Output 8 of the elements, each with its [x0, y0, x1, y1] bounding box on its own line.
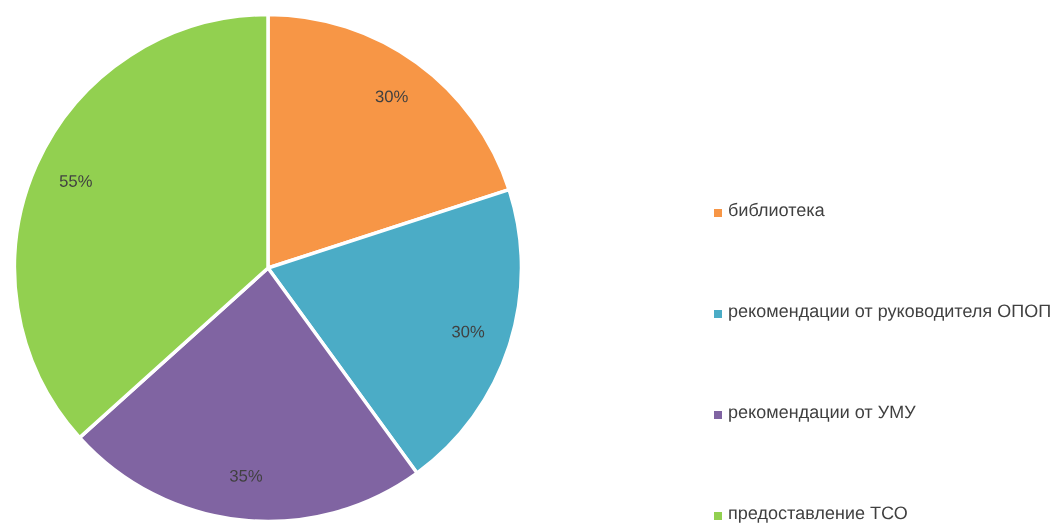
data-label: 30% [375, 90, 408, 103]
legend-label: рекомендации от УМУ [729, 405, 916, 422]
data-label: 35% [229, 469, 263, 482]
legend-label: рекомендации от руководителя ОПОП [729, 304, 1050, 321]
data-label: 30% [452, 325, 485, 338]
legend-label: предоставление ТСО [729, 506, 907, 523]
legend-label: библиотека [729, 202, 825, 217]
data-label: 55% [59, 175, 92, 187]
